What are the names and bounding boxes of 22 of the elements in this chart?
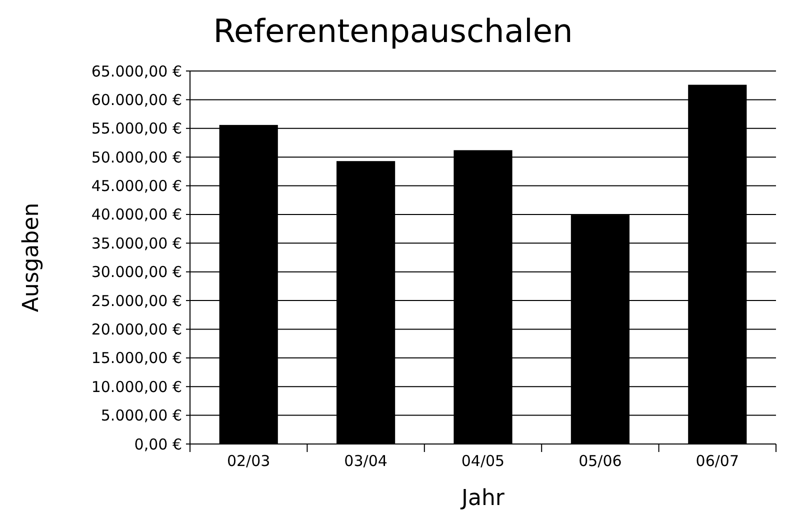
y-tick-label: 35.000,00 € [91, 234, 182, 252]
y-tick-label: 5.000,00 € [100, 406, 182, 425]
y-tick-label: 45.000,00 € [91, 177, 182, 196]
y-tick-label: 60.000,00 € [91, 90, 182, 109]
chart-title: Referentenpauschalen [213, 12, 573, 50]
x-tick-label: 03/04 [344, 452, 388, 470]
x-tick-label: 05/06 [578, 452, 622, 470]
x-tick-label: 06/07 [696, 452, 740, 470]
x-tick-label: 04/05 [461, 452, 505, 470]
y-tick-label: 55.000,00 € [91, 120, 182, 138]
x-tick-label: 02/03 [226, 452, 270, 470]
y-tick-label: 15.000,00 € [91, 349, 182, 368]
x-axis-title: Jahr [460, 486, 506, 511]
y-tick-label: 25.000,00 € [91, 292, 182, 310]
y-tick-label: 40.000,00 € [91, 206, 182, 224]
y-tick-label: 50.000,00 € [91, 148, 182, 166]
y-tick-label: 65.000,00 € [91, 62, 182, 80]
y-tick-label: 10.000,00 € [91, 378, 182, 396]
y-tick-label: 0,00 € [134, 435, 182, 454]
y-tick-label: 20.000,00 € [91, 320, 182, 338]
y-axis-title: Ausgaben [19, 202, 44, 312]
y-tick-label: 30.000,00 € [91, 263, 182, 282]
